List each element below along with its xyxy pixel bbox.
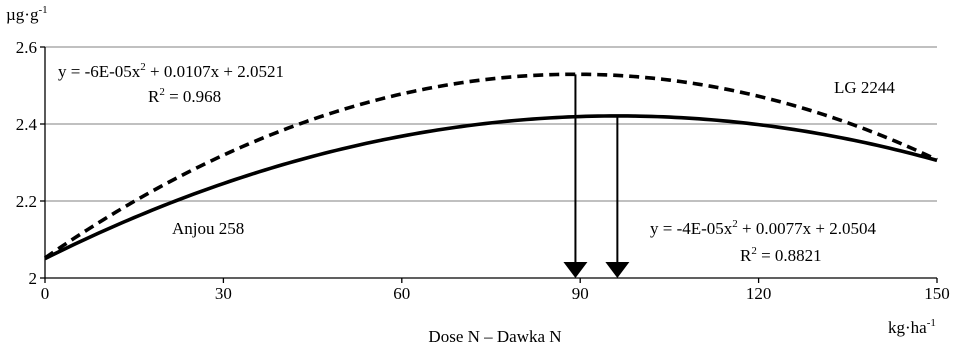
anjou258-series-label: Anjou 258	[172, 219, 244, 238]
x-axis-unit-superscript: -1	[927, 317, 936, 329]
y-tick-label-0: 2	[29, 269, 38, 288]
anjou258-equation: y = -4E-05x2 + 0.0077x + 2.0504	[650, 218, 876, 238]
y-tick-label-1: 2.2	[16, 192, 37, 211]
x-tick-label-0: 0	[41, 284, 50, 303]
x-tick-label-5: 150	[924, 284, 950, 303]
x-tick-label-2: 60	[393, 284, 410, 303]
x-axis-title: Dose N – Dawka N	[428, 327, 561, 345]
x-axis-unit: kg·ha-1	[888, 317, 936, 337]
series-group	[43, 72, 938, 261]
optimum-arrow-head-1	[605, 262, 630, 278]
y-tick-label-3: 2.6	[16, 38, 37, 57]
lg2244-equation: y = -6E-05x2 + 0.0107x + 2.0521	[58, 61, 284, 81]
lg2244-r2: R2 = 0.968	[148, 86, 221, 106]
lg2244-series-label: LG 2244	[834, 78, 895, 97]
x-tick-label-1: 30	[215, 284, 232, 303]
axes: 2 2.2 2.4 2.6 0 30 60 90 120 150	[16, 38, 950, 303]
x-tick-label-4: 120	[746, 284, 772, 303]
anjou258-r2: R2 = 0.8821	[740, 245, 822, 265]
y-axis-unit: µg·g-1	[6, 4, 48, 24]
y-axis-unit-superscript: -1	[38, 4, 47, 16]
optimum-arrows	[563, 74, 630, 278]
optimum-arrow-head-0	[563, 262, 588, 278]
y-tick-label-2: 2.4	[16, 115, 38, 134]
x-tick-label-3: 90	[572, 284, 589, 303]
series-line-1	[44, 114, 938, 261]
series-line-0	[43, 72, 938, 260]
